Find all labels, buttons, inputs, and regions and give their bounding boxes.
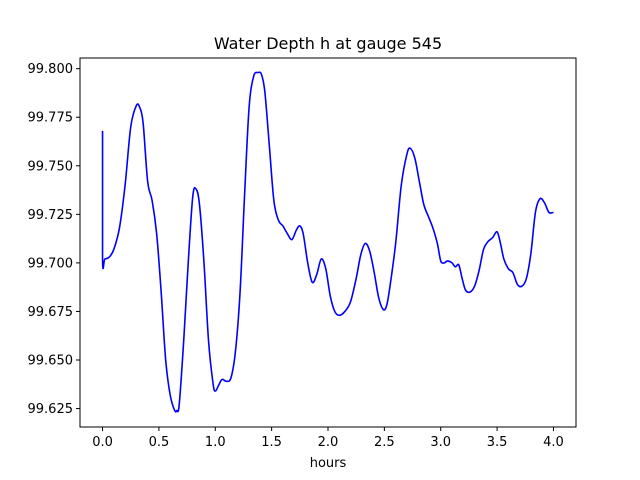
x-axis-label: hours — [310, 456, 347, 471]
y-axis: 99.625 99.650 99.675 99.700 99.725 99.750 99.7… — [28, 62, 80, 417]
x-tick-label: 1.5 — [261, 435, 282, 450]
y-tick-label: 99.750 — [28, 159, 74, 174]
x-tick-label: 0.5 — [149, 435, 170, 450]
x-axis: 0.0 0.5 1.0 1.5 2.0 2.5 3.0 3.5 4.0 — [92, 427, 564, 450]
y-tick-label: 99.725 — [28, 208, 74, 223]
x-tick-label: 2.5 — [374, 435, 395, 450]
y-tick-label: 99.800 — [28, 62, 74, 77]
x-tick-label: 1.0 — [205, 435, 226, 450]
x-tick-label: 0.0 — [92, 435, 113, 450]
y-tick-label: 99.700 — [28, 256, 74, 271]
y-tick-label: 99.675 — [28, 305, 74, 320]
x-tick-label: 3.0 — [430, 435, 451, 450]
series-layer — [101, 71, 554, 413]
y-tick-label: 99.775 — [28, 111, 74, 126]
x-tick-label: 3.5 — [487, 435, 508, 450]
series-line-0 — [101, 71, 554, 413]
plot-frame — [79, 57, 577, 428]
x-tick-label: 2.0 — [318, 435, 339, 450]
chart-title: Water Depth h at gauge 545 — [214, 34, 442, 53]
x-tick-label: 4.0 — [543, 435, 564, 450]
y-tick-label: 99.625 — [28, 402, 74, 417]
y-tick-label: 99.650 — [28, 353, 74, 368]
